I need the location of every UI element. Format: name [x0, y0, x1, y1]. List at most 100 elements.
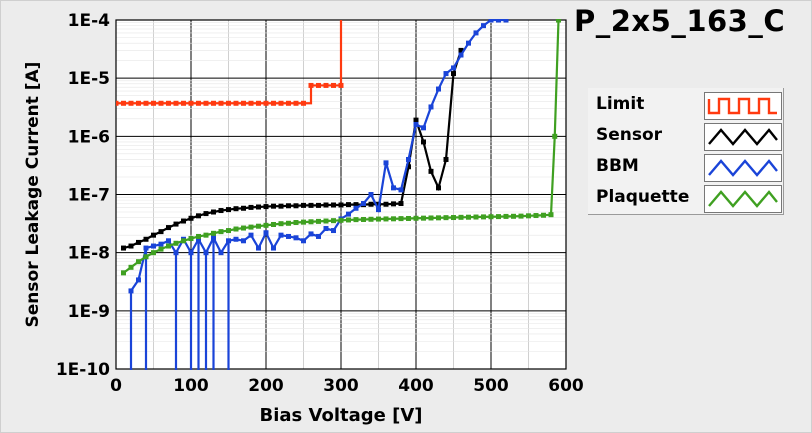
data-point-bbm: [353, 205, 359, 211]
data-point-plaquette: [263, 222, 269, 228]
data-point-plaquette: [271, 221, 276, 227]
data-point-bbm: [496, 19, 501, 23]
data-point-plaquette: [256, 223, 261, 229]
data-point-bbm: [128, 288, 134, 294]
data-point-sensor: [151, 232, 156, 238]
data-point-sensor: [346, 202, 351, 208]
data-point-sensor: [406, 164, 411, 170]
data-point-limit: [128, 100, 134, 106]
data-point-sensor: [158, 229, 164, 235]
data-point-sensor: [308, 202, 314, 208]
data-point-plaquette: [526, 213, 531, 219]
data-point-sensor: [248, 204, 254, 210]
data-point-plaquette: [361, 216, 366, 222]
data-point-plaquette: [188, 236, 194, 242]
y-tick-label: 1E-9: [68, 302, 110, 322]
data-point-plaquette: [293, 220, 299, 226]
data-point-sensor: [286, 203, 291, 209]
data-point-bbm: [173, 250, 179, 256]
y-tick-label: 1E-4: [68, 11, 110, 31]
data-point-bbm: [218, 250, 224, 256]
data-point-bbm: [473, 30, 479, 36]
data-point-bbm: [166, 238, 171, 244]
data-point-plaquette: [143, 254, 149, 260]
data-point-plaquette: [203, 232, 209, 238]
data-point-bbm: [286, 233, 291, 239]
data-point-bbm: [331, 228, 336, 234]
data-point-sensor: [338, 202, 344, 208]
data-point-bbm: [458, 52, 464, 58]
data-point-sensor: [301, 202, 306, 208]
legend-item-plaquette: Plaquette: [588, 183, 783, 213]
data-point-bbm: [346, 211, 351, 217]
data-point-sensor: [233, 206, 239, 212]
data-point-bbm: [308, 231, 314, 237]
data-point-limit: [218, 100, 224, 106]
data-point-bbm: [196, 236, 201, 242]
data-point-sensor: [263, 204, 269, 210]
data-point-bbm: [256, 245, 261, 251]
legend-line-sensor: [708, 128, 778, 146]
legend-swatch-limit: [704, 92, 782, 120]
data-point-plaquette: [443, 215, 449, 221]
data-point-bbm: [376, 207, 381, 213]
y-tick-label: 1E-5: [68, 69, 110, 89]
data-point-plaquette: [496, 214, 501, 220]
x-tick-label: 100: [173, 376, 209, 396]
data-point-plaquette: [541, 212, 546, 218]
data-point-sensor: [203, 211, 209, 217]
data-point-sensor: [241, 205, 246, 211]
legend-swatch-bbm: [704, 154, 782, 182]
legend-label-limit: Limit: [596, 94, 645, 114]
data-point-plaquette: [376, 216, 381, 222]
data-point-limit: [226, 100, 231, 106]
data-point-sensor: [188, 215, 194, 221]
data-point-bbm: [391, 185, 396, 191]
data-point-plaquette: [226, 228, 231, 234]
data-point-bbm: [151, 243, 156, 249]
data-point-plaquette: [301, 219, 306, 225]
legend-item-bbm: BBM: [588, 152, 783, 182]
data-point-sensor: [173, 221, 179, 227]
data-point-sensor: [196, 213, 201, 219]
data-point-bbm: [428, 104, 434, 110]
data-point-limit: [263, 100, 269, 106]
data-point-bbm: [263, 230, 269, 236]
x-axis-label: Bias Voltage [V]: [260, 405, 423, 426]
data-point-limit: [278, 100, 284, 106]
legend-line-plaquette: [708, 190, 778, 208]
data-point-plaquette: [241, 225, 246, 231]
legend-label-bbm: BBM: [596, 156, 639, 176]
plot-series-group: [116, 19, 561, 370]
data-point-sensor: [436, 185, 441, 191]
data-point-bbm: [158, 241, 164, 247]
data-point-sensor: [181, 218, 186, 224]
data-point-plaquette: [552, 133, 558, 139]
data-point-plaquette: [391, 216, 396, 222]
data-point-plaquette: [278, 221, 284, 227]
data-point-sensor: [278, 203, 284, 209]
data-point-sensor: [331, 202, 336, 208]
data-point-sensor: [293, 203, 299, 209]
x-tick-label: 600: [548, 376, 584, 396]
legend: Limit Sensor BBM Plaquette: [588, 88, 784, 215]
data-point-plaquette: [451, 215, 456, 221]
data-point-limit: [323, 82, 329, 88]
data-point-bbm: [226, 238, 231, 244]
legend-swatch-plaquette: [704, 185, 782, 213]
data-point-sensor: [421, 139, 426, 145]
data-point-bbm: [436, 86, 441, 92]
legend-item-sensor: Sensor: [588, 121, 783, 151]
legend-label-plaquette: Plaquette: [596, 187, 690, 207]
data-point-bbm: [278, 232, 284, 238]
data-point-limit: [316, 82, 321, 88]
data-point-plaquette: [511, 213, 516, 219]
data-point-sensor: [136, 239, 141, 245]
data-point-limit: [166, 100, 171, 106]
data-point-plaquette: [308, 219, 314, 225]
y-tick-label: 1E-8: [68, 244, 110, 264]
data-point-limit: [248, 100, 254, 106]
data-point-limit: [241, 100, 246, 106]
legend-line-bbm: [708, 159, 778, 177]
